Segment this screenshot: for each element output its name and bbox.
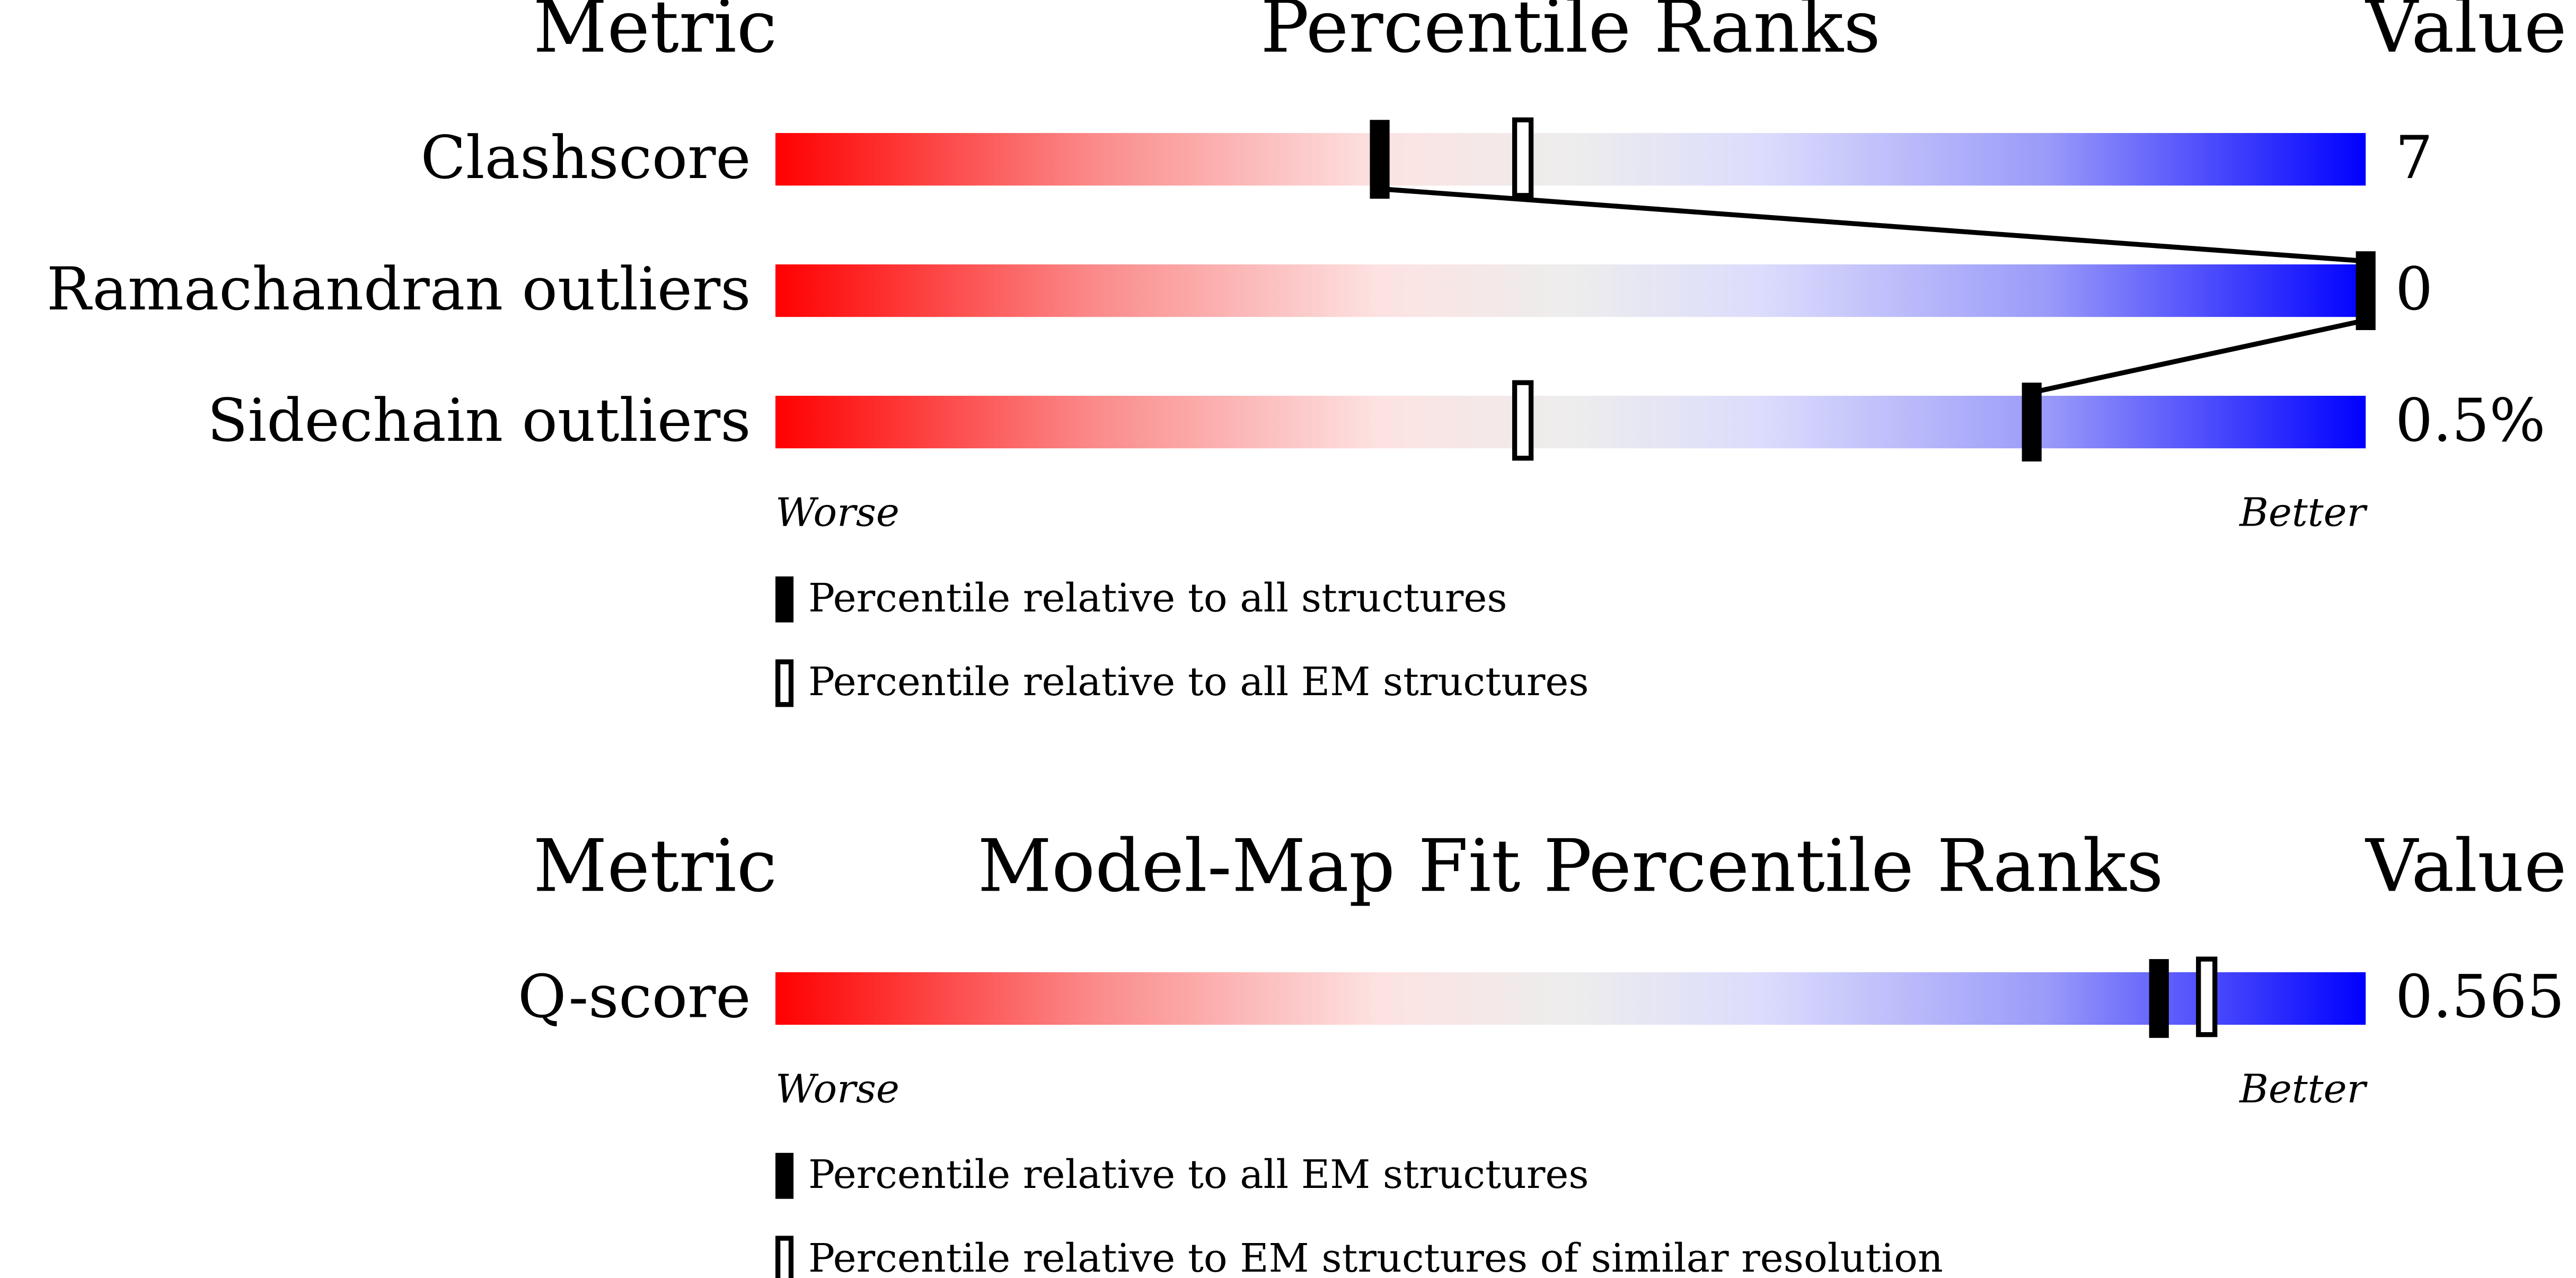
percentile-bar [775, 133, 2366, 186]
metric-header: Metric [533, 0, 777, 69]
legend-hollow-icon [775, 1236, 794, 1278]
metric-value: 0.565 [2395, 963, 2564, 1032]
filled-marker [2022, 383, 2042, 462]
metric-label: Ramachandran outliers [47, 255, 751, 324]
filled-marker [2149, 959, 2169, 1038]
percentile-bar [775, 972, 2366, 1025]
worse-label: Worse [775, 1066, 899, 1112]
metric-label: Q-score [518, 963, 751, 1032]
connector [2031, 317, 2367, 395]
value-header: Value [2365, 0, 2566, 69]
metric-value: 7 [2395, 123, 2433, 192]
hollow-marker [2196, 956, 2218, 1037]
panel-title: Percentile Ranks [1260, 0, 1881, 69]
legend-filled: Percentile relative to all EM structures [808, 1151, 1589, 1197]
legend-hollow-icon [775, 659, 794, 707]
value-header: Value [2365, 824, 2566, 908]
better-label: Better [2238, 490, 2368, 536]
legend-filled-icon [775, 576, 794, 623]
panel-title: Model-Map Fit Percentile Ranks [977, 824, 2163, 908]
better-label: Better [2238, 1066, 2368, 1112]
metric-value: 0.5% [2395, 386, 2545, 455]
worse-label: Worse [775, 490, 899, 536]
legend-hollow: Percentile relative to all EM structures [808, 659, 1589, 705]
legend-filled: Percentile relative to all structures [808, 575, 1507, 621]
hollow-marker [1512, 117, 1534, 198]
legend-hollow: Percentile relative to EM structures of … [808, 1235, 1943, 1278]
percentile-bar [775, 395, 2366, 449]
metric-value: 0 [2395, 255, 2433, 324]
percentile-bar [775, 264, 2366, 317]
connector [1379, 186, 2366, 264]
legend-filled-icon [775, 1152, 794, 1199]
metric-header: Metric [533, 824, 777, 908]
metric-label: Sidechain outliers [207, 386, 751, 455]
metric-label: Clashscore [420, 123, 751, 192]
filled-marker [2356, 251, 2376, 330]
filled-marker [1370, 120, 1390, 199]
hollow-marker [1512, 380, 1534, 461]
